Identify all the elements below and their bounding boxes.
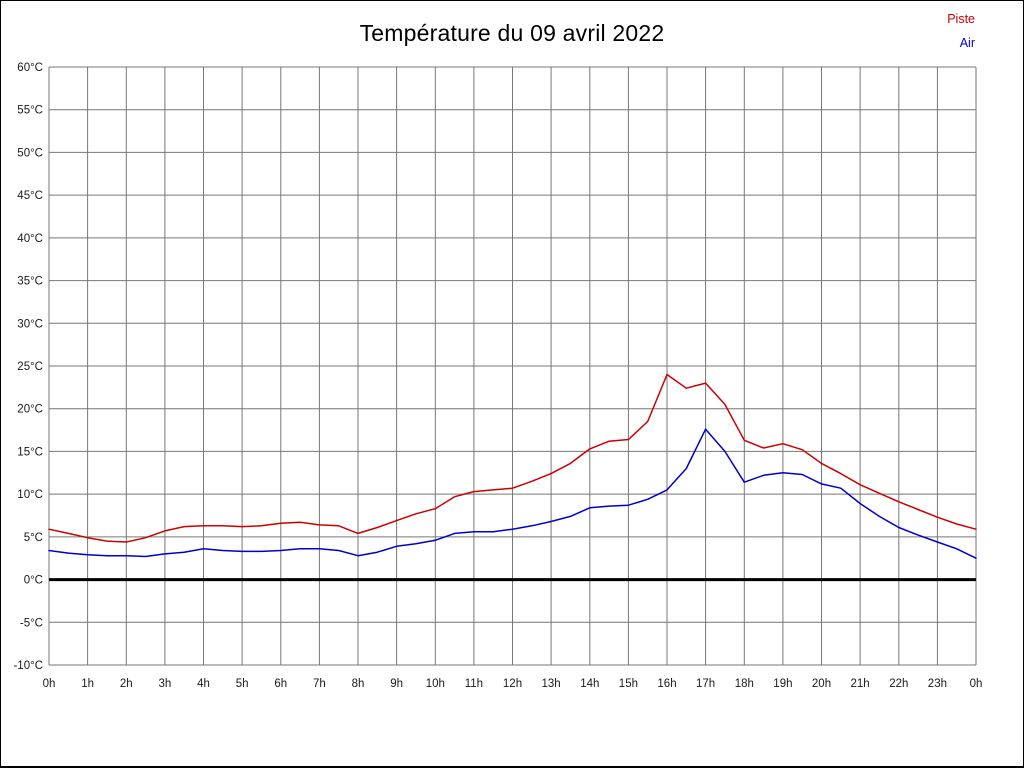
svg-text:35°C: 35°C xyxy=(17,276,43,288)
svg-text:25°C: 25°C xyxy=(17,361,43,373)
svg-text:6h: 6h xyxy=(274,678,287,690)
svg-text:18h: 18h xyxy=(735,678,754,690)
svg-text:5h: 5h xyxy=(236,678,249,690)
svg-text:5°C: 5°C xyxy=(24,532,43,544)
svg-text:11h: 11h xyxy=(465,678,483,690)
svg-text:13h: 13h xyxy=(542,678,561,690)
legend-label-piste: Piste xyxy=(947,12,975,26)
svg-text:7h: 7h xyxy=(313,678,326,690)
svg-text:23h: 23h xyxy=(928,678,947,690)
svg-text:20h: 20h xyxy=(812,678,831,690)
svg-text:0h: 0h xyxy=(970,678,983,690)
svg-text:0h: 0h xyxy=(43,678,56,690)
svg-text:0°C: 0°C xyxy=(24,575,43,587)
svg-text:60°C: 60°C xyxy=(17,62,43,74)
svg-text:40°C: 40°C xyxy=(17,233,43,245)
svg-text:-10°C: -10°C xyxy=(13,660,43,672)
chart-legend: Piste Air xyxy=(947,13,975,60)
svg-text:45°C: 45°C xyxy=(17,190,43,202)
svg-text:-5°C: -5°C xyxy=(20,617,43,629)
svg-text:55°C: 55°C xyxy=(17,105,43,117)
svg-text:19h: 19h xyxy=(773,678,792,690)
legend-label-air: Air xyxy=(959,35,975,50)
svg-text:14h: 14h xyxy=(580,678,599,690)
svg-text:50°C: 50°C xyxy=(17,147,43,159)
svg-text:22h: 22h xyxy=(889,678,908,690)
svg-text:4h: 4h xyxy=(197,678,210,690)
svg-text:10h: 10h xyxy=(426,678,445,690)
svg-text:30°C: 30°C xyxy=(17,318,43,330)
svg-text:1h: 1h xyxy=(81,678,94,690)
svg-text:8h: 8h xyxy=(352,678,365,690)
svg-text:9h: 9h xyxy=(390,678,403,690)
svg-text:21h: 21h xyxy=(851,678,870,690)
chart-title: Température du 09 avril 2022 xyxy=(359,20,665,46)
svg-text:15h: 15h xyxy=(619,678,638,690)
svg-text:10°C: 10°C xyxy=(17,489,43,501)
svg-text:2h: 2h xyxy=(120,678,133,690)
svg-text:12h: 12h xyxy=(503,678,522,690)
svg-text:17h: 17h xyxy=(696,678,715,690)
svg-text:16h: 16h xyxy=(657,678,676,690)
svg-text:3h: 3h xyxy=(159,678,172,690)
svg-text:20°C: 20°C xyxy=(17,404,43,416)
svg-text:15°C: 15°C xyxy=(17,446,43,458)
